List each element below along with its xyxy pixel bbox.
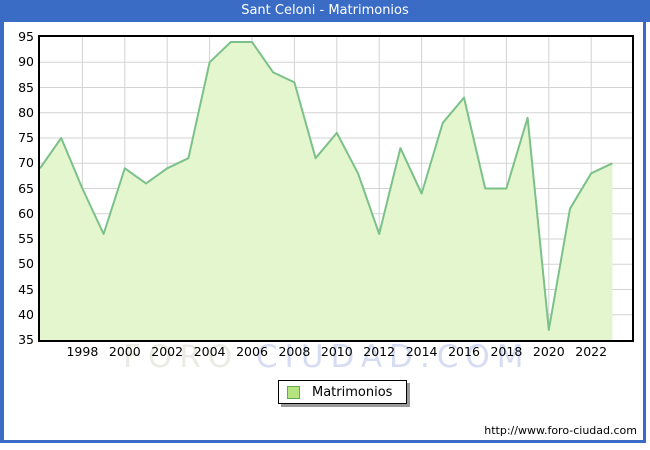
y-tick-label: 80	[18, 104, 34, 120]
y-tick-label: 55	[18, 231, 34, 246]
x-tick-label: 2002	[151, 344, 184, 359]
y-tick-label: 75	[18, 130, 34, 145]
watermark-ciudad: CIUDAD.COM	[256, 339, 531, 375]
y-tick-label: 60	[18, 205, 34, 221]
watermark-foro: FORO	[123, 339, 257, 375]
x-tick-label: 2020	[532, 344, 565, 359]
y-tick-label: 95	[18, 29, 34, 44]
legend-label: Matrimonios	[312, 384, 393, 400]
area-fill	[40, 42, 613, 340]
x-tick-label: 2012	[363, 344, 396, 359]
watermark: FORO CIUDAD.COM	[123, 339, 531, 375]
x-tick-label: 2014	[405, 344, 438, 359]
x-tick-label: 2000	[108, 344, 141, 359]
chart-title: Sant Celoni - Matrimonios	[0, 0, 650, 22]
y-tick-label: 70	[18, 155, 34, 171]
y-tick-label: 50	[18, 256, 34, 272]
data-line	[40, 41, 613, 331]
x-tick-label: 2010	[320, 344, 353, 359]
x-tick-label: 1998	[66, 344, 99, 359]
y-tick-label: 40	[18, 306, 34, 322]
x-tick-label: 2018	[490, 344, 523, 359]
y-tick-label: 85	[18, 79, 34, 95]
x-tick-label: 2006	[236, 344, 268, 359]
y-tick-label: 35	[18, 332, 34, 347]
x-tick-label: 2022	[575, 344, 608, 359]
plot-area	[40, 37, 632, 340]
y-tick-label: 65	[18, 180, 34, 196]
x-tick-label: 2004	[193, 344, 226, 359]
footer-url: http://www.foro-ciudad.com	[484, 424, 637, 437]
plot-frame	[38, 35, 634, 342]
legend-swatch-icon	[287, 385, 300, 399]
y-tick-label: 90	[18, 54, 34, 70]
x-tick-label: 2008	[278, 344, 311, 359]
y-tick-label: 45	[18, 281, 34, 297]
legend: Matrimonios	[278, 380, 408, 404]
x-tick-label: 2016	[448, 344, 480, 359]
